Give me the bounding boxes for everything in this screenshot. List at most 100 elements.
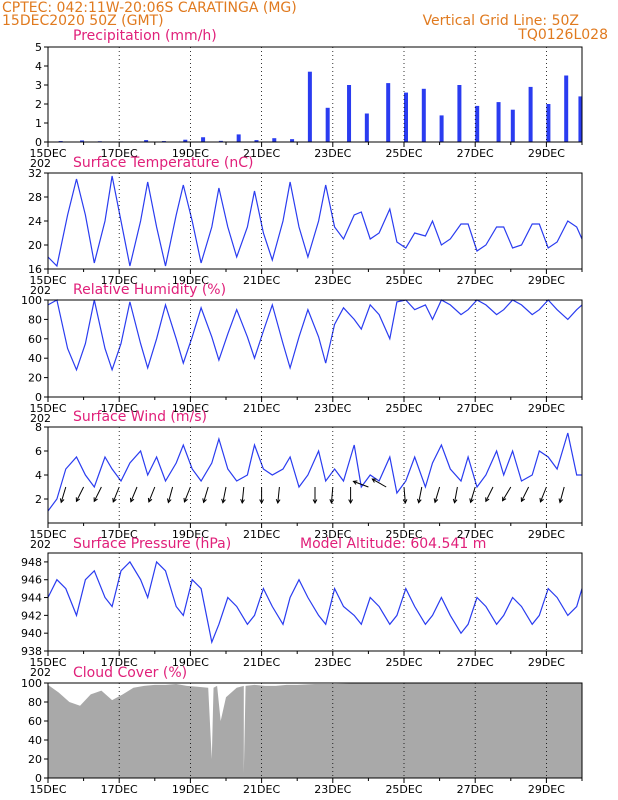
x-tick-label: 23DEC	[314, 147, 351, 160]
y-tick-label: 946	[21, 574, 42, 587]
precip-bar	[404, 92, 408, 142]
y-tick-label: 28	[28, 191, 42, 204]
panel-1: Surface Temperature (nC) 16 20 24 28 32 15DEC 1…	[28, 155, 583, 297]
wind-arrow	[183, 486, 191, 503]
x-tick-label: 17DEC	[101, 274, 138, 287]
precip-bar	[307, 71, 312, 142]
precip-bar	[144, 140, 149, 142]
wind-arrow-head	[147, 497, 153, 503]
wind-arrow	[353, 480, 369, 488]
panel-5: Cloud Cover (%) 0 20 40 60 80 100 15DEC 17DEC 19D…	[21, 665, 583, 796]
wind-arrow	[130, 486, 138, 502]
wind-arrow-head	[352, 480, 358, 485]
wind-arrow-head	[312, 499, 318, 505]
wind-arrow-head	[402, 499, 408, 504]
panel-frame	[47, 682, 583, 779]
wind-arrow-head	[433, 498, 439, 504]
cloud-cover-area	[48, 683, 582, 778]
x-tick-label: 19DEC	[172, 783, 209, 796]
x-tick-label: 23DEC	[314, 274, 351, 287]
x-year-stub: 202	[30, 538, 51, 551]
y-tick-label: 80	[28, 313, 42, 326]
wind-arrow-head	[329, 499, 335, 504]
x-tick-label: 17DEC	[101, 147, 138, 160]
x-tick-label: 19DEC	[172, 656, 209, 669]
x-tick-label: 21DEC	[243, 402, 280, 415]
panel-frame	[47, 299, 583, 398]
wind-arrow-head	[416, 498, 422, 504]
wind-arrow-head	[240, 499, 245, 504]
wind-arrow	[434, 486, 441, 503]
wind-arrow	[485, 486, 494, 502]
precip-bar	[439, 115, 444, 142]
panel-3: Surface Wind (m/s) 2 4 6 8 15DEC 17DEC 19DEC 21D…	[29, 409, 583, 551]
wind-arrow-head	[469, 498, 474, 504]
wind-arrow-head	[539, 497, 544, 503]
wind-arrow	[241, 486, 245, 503]
precip-bar	[528, 86, 533, 142]
x-tick-label: 27DEC	[457, 274, 494, 287]
wind-arrow	[559, 486, 565, 503]
x-tick-label: 15DEC	[29, 528, 66, 541]
wind-arrow	[330, 486, 334, 503]
series-line	[47, 560, 583, 645]
x-tick-label: 23DEC	[314, 783, 351, 796]
x-tick-label: 27DEC	[457, 402, 494, 415]
wind-arrow-head	[520, 497, 526, 503]
panel-frame	[47, 46, 583, 143]
precip-bar	[421, 88, 426, 142]
panel-2: Relative Humidity (%) 0 20 40 60 80 100 15DEC 17…	[21, 282, 583, 425]
precip-bar	[347, 85, 352, 142]
y-tick-label: 0	[35, 136, 42, 149]
x-tick-label: 15DEC	[29, 783, 66, 796]
wind-arrow	[403, 486, 406, 503]
panel-title: Cloud Cover (%)	[73, 665, 187, 681]
y-tick-label: 100	[21, 677, 42, 690]
x-tick-label: 27DEC	[457, 783, 494, 796]
precip-bar	[325, 107, 330, 142]
y-tick-label: 32	[28, 167, 42, 180]
y-tick-label: 6	[35, 445, 42, 458]
x-tick-label: 17DEC	[101, 656, 138, 669]
y-tick-label: 80	[28, 696, 42, 709]
x-tick-label: 19DEC	[172, 274, 209, 287]
x-tick-label: 21DEC	[243, 147, 280, 160]
y-tick-label: 3	[35, 79, 42, 92]
x-tick-label: 19DEC	[172, 147, 209, 160]
series-line	[47, 299, 583, 372]
x-tick-label: 25DEC	[385, 274, 422, 287]
panel-title: Precipitation (mm/h)	[73, 28, 217, 44]
x-tick-label: 21DEC	[243, 528, 280, 541]
x-tick-label: 21DEC	[243, 783, 280, 796]
precip-bar	[475, 105, 480, 142]
x-tick-label: 29DEC	[528, 656, 565, 669]
wind-arrow	[470, 486, 476, 503]
precip-bar	[80, 140, 85, 142]
wind-arrow	[454, 486, 458, 503]
x-tick-label: 15DEC	[29, 656, 66, 669]
y-tick-label: 20	[28, 753, 42, 766]
wind-arrow-head	[93, 497, 98, 503]
x-tick-label: 21DEC	[243, 656, 280, 669]
wind-arrow	[222, 486, 227, 503]
wind-arrow	[277, 486, 280, 503]
wind-arrow	[93, 486, 102, 502]
wind-arrow-head	[166, 498, 172, 504]
panel-title: Surface Wind (m/s)	[73, 409, 207, 425]
wind-arrow	[75, 486, 85, 502]
wind-arrow	[520, 486, 530, 502]
x-tick-label: 29DEC	[528, 783, 565, 796]
wind-arrow-head	[275, 499, 281, 504]
panel-frame	[47, 552, 583, 652]
y-tick-label: 942	[21, 609, 42, 622]
wind-arrow-head	[348, 499, 353, 505]
precip-bar	[457, 85, 462, 142]
precip-bar	[201, 137, 206, 142]
x-tick-label: 27DEC	[457, 528, 494, 541]
wind-arrow	[372, 478, 387, 488]
wind-arrow	[418, 486, 423, 503]
x-tick-label: 21DEC	[243, 274, 280, 287]
y-tick-label: 2	[35, 493, 42, 506]
header-grid-note: Vertical Grid Line: 50Z	[422, 13, 579, 29]
y-tick-label: 24	[28, 215, 42, 228]
